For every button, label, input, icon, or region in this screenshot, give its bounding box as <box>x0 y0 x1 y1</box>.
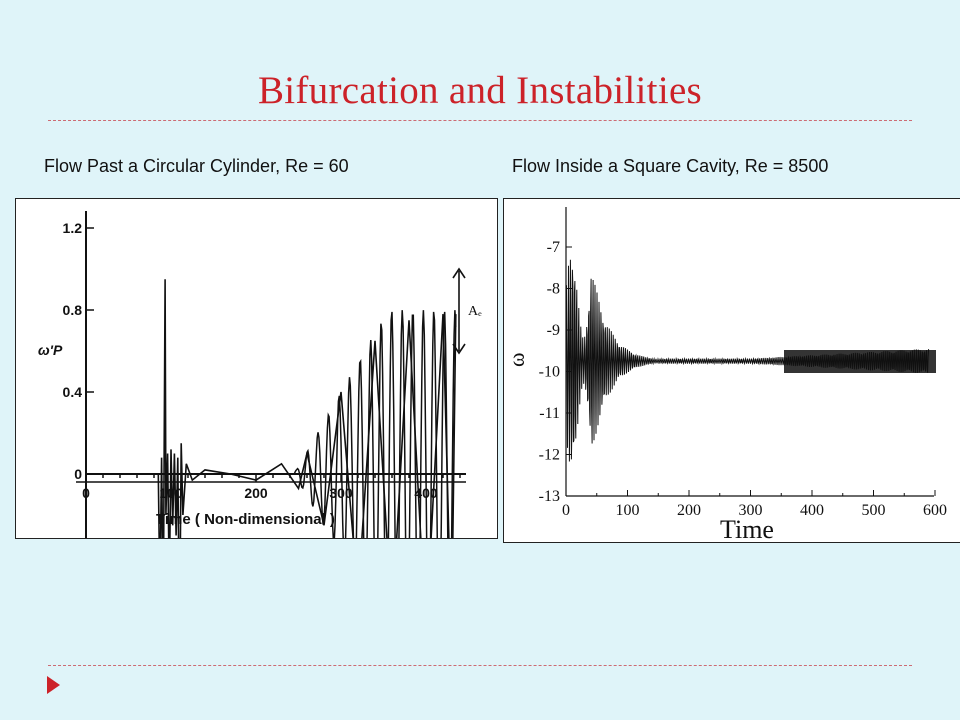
cavity-y-tick-label: -11 <box>539 405 560 422</box>
cavity-y-tick-label: -13 <box>539 488 560 505</box>
cylinder-x-tick-label: 0 <box>82 485 90 501</box>
cavity-y-tick-label: -12 <box>539 447 560 464</box>
cavity-plot: -7-8-9-10-11-12-130 100 200 300 400 500 600 ω … <box>504 207 947 542</box>
triangle-right-icon <box>47 676 60 694</box>
amplitude-arrow-head-up <box>452 267 466 279</box>
title-rule <box>48 120 912 121</box>
cavity-x-tick-label: 100 <box>616 502 640 519</box>
cylinder-tick-group <box>76 227 466 483</box>
cylinder-x-tick-label: 100 <box>159 485 183 501</box>
cavity-y-tick-label: -7 <box>547 239 560 256</box>
slide-title: Bifurcation and Instabilities <box>257 69 703 112</box>
cylinder-x-tick-label: 300 <box>329 485 353 501</box>
cavity-y-axis-label: ω <box>504 353 529 367</box>
cavity-x-tick-label: 300 <box>739 502 763 519</box>
cylinder-y-tick-label: 0.4 <box>63 384 83 400</box>
cavity-x-tick-label: 200 <box>677 502 701 519</box>
cylinder-plot-panel: 1.20.80.40-0.4-0.80100200300400 ω'P Time… <box>15 198 498 539</box>
cylinder-plot: 1.20.80.40-0.4-0.80100200300400 ω'P Time… <box>38 211 482 538</box>
cavity-y-tick-label: -10 <box>539 364 560 381</box>
footer-rule <box>48 665 912 666</box>
cavity-x-axis-label: Time <box>720 515 774 542</box>
cavity-oscillation-band <box>784 350 936 373</box>
cavity-plot-panel: -7 -8 -9 -10 -11 -12 -13 0 100 200 300 400 500 600 ω … <box>503 198 960 543</box>
cavity-x-tick-label: 0 <box>562 502 570 519</box>
cylinder-y-axis-label: ω'P <box>38 342 63 358</box>
cylinder-x-axis-label: Time ( Non-dimensional ) <box>156 511 335 528</box>
cylinder-tick-labels: 1.20.80.40-0.4-0.80100200300400 <box>63 220 438 501</box>
cylinder-y-tick-label: 0.8 <box>63 302 83 318</box>
cavity-y-tick-label: -8 <box>547 281 560 298</box>
amplitude-label: Aₑ <box>468 304 482 319</box>
cavity-tick-labels: -7 -8 -9 -10 -11 -12 -130 100 200 300 400 500 600 <box>539 239 947 519</box>
cylinder-y-tick-label: 0 <box>74 466 82 482</box>
amplitude-arrow-head-down <box>452 343 466 355</box>
cavity-y-tick-label: -9 <box>547 322 560 339</box>
cavity-x-tick-label: 400 <box>800 502 824 519</box>
cavity-x-tick-label: 500 <box>862 502 886 519</box>
cavity-x-tick-label: 600 <box>923 502 947 519</box>
cylinder-vorticity-series <box>86 279 457 538</box>
cylinder-x-tick-label: 200 <box>244 485 268 501</box>
cavity-subtitle: Flow Inside a Square Cavity, Re = 8500 <box>512 156 829 176</box>
cylinder-subtitle: Flow Past a Circular Cylinder, Re = 60 <box>44 156 349 176</box>
cylinder-oscillation <box>293 310 457 538</box>
cylinder-y-tick-label: 1.2 <box>63 220 83 236</box>
